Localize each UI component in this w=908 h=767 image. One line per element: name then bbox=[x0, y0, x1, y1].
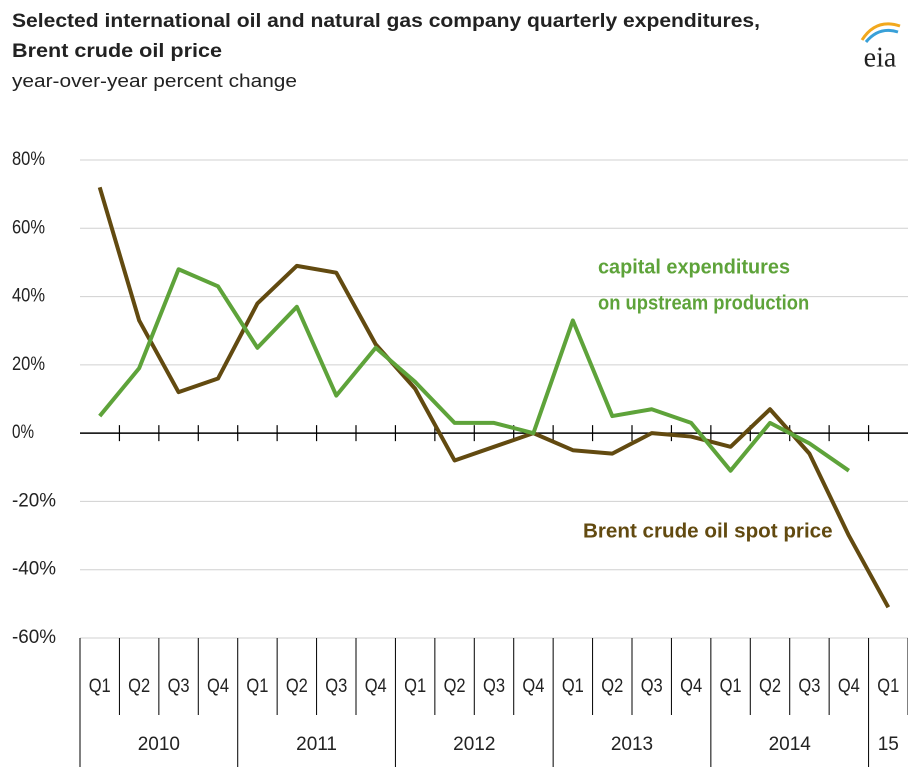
year-label: 2014 bbox=[769, 734, 812, 755]
y-tick-label: 80% bbox=[12, 149, 45, 170]
y-tick-label: 60% bbox=[12, 217, 45, 238]
y-tick-label: -20% bbox=[12, 490, 56, 511]
x-tick-label: Q1 bbox=[89, 676, 111, 697]
x-tick-label: Q3 bbox=[168, 676, 190, 697]
x-tick-label: Q1 bbox=[720, 676, 742, 697]
x-tick-label: Q3 bbox=[325, 676, 347, 697]
x-tick-label: Q1 bbox=[246, 676, 268, 697]
year-label: 2010 bbox=[138, 734, 180, 755]
x-tick-label: Q4 bbox=[365, 676, 387, 697]
x-tick-label: Q2 bbox=[128, 676, 150, 697]
series-label: Brent crude oil spot price bbox=[583, 520, 833, 542]
year-label: 2013 bbox=[611, 734, 653, 755]
x-tick-label: Q2 bbox=[759, 676, 781, 697]
x-tick-label: Q1 bbox=[562, 676, 584, 697]
x-tick-label: Q4 bbox=[207, 676, 229, 697]
y-tick-label: 0% bbox=[12, 422, 34, 443]
y-tick-label: -60% bbox=[12, 627, 56, 648]
y-tick-label: -40% bbox=[12, 559, 56, 580]
x-tick-label: Q1 bbox=[404, 676, 426, 697]
series-label: capital expenditures bbox=[598, 256, 790, 278]
chart-title: Selected international oil and natural g… bbox=[12, 11, 760, 32]
x-tick-label: Q2 bbox=[444, 676, 466, 697]
x-tick-label: Q1 bbox=[877, 676, 899, 697]
x-tick-label: Q4 bbox=[522, 676, 544, 697]
year-label: 2012 bbox=[453, 734, 495, 755]
x-tick-label: Q2 bbox=[601, 676, 623, 697]
year-label: 2011 bbox=[296, 734, 337, 755]
x-tick-label: Q3 bbox=[798, 676, 820, 697]
y-tick-label: 20% bbox=[12, 354, 45, 375]
x-tick-label: Q3 bbox=[483, 676, 505, 697]
y-tick-label: 40% bbox=[12, 286, 45, 307]
series-line bbox=[97, 186, 891, 609]
x-tick-label: Q3 bbox=[641, 676, 663, 697]
chart-title: Brent crude oil price bbox=[12, 41, 222, 62]
logo-arc bbox=[860, 22, 901, 41]
chart-subtitle: year-over-year percent change bbox=[12, 71, 297, 91]
logo-text: eia bbox=[864, 42, 897, 73]
x-tick-label: Q4 bbox=[838, 676, 860, 697]
year-label: 15 bbox=[878, 734, 899, 755]
x-tick-label: Q2 bbox=[286, 676, 308, 697]
logo: eia bbox=[860, 22, 901, 73]
series-label: on upstream production bbox=[598, 292, 809, 314]
series-line bbox=[98, 267, 850, 473]
logo-arc bbox=[864, 28, 899, 43]
x-tick-label: Q4 bbox=[680, 676, 702, 697]
